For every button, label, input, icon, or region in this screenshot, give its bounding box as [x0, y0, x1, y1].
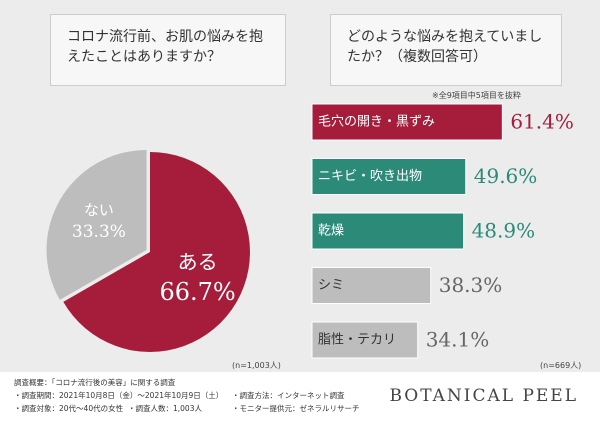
bar-label: シミ — [318, 278, 344, 293]
chart: ある 66.7% ない 33.3% 毛穴の開き・黒ずみ 61.4% ニキビ・吹き出物 49.6… — [46, 103, 574, 359]
footer-item: ・調査対象：20代～40代の女性 — [14, 404, 124, 413]
question: どのような悩みを抱えていましたか？（複数回答可） — [330, 14, 562, 86]
value-label: 48.9% — [472, 219, 536, 243]
pie-slice — [63, 152, 250, 352]
footer-item: ・調査人数：1,003人 — [128, 404, 202, 413]
bar-label: ニキビ・吹き出物 — [318, 169, 422, 184]
slice-label: ない — [84, 201, 114, 219]
footer-heading: 調査概要：「コロナ流行後の美容」に関する調査 — [14, 378, 176, 387]
value-label: 61.4% — [510, 110, 574, 134]
value-label: 38.3% — [439, 273, 503, 297]
bar-label: 脂性・テカリ — [318, 333, 396, 348]
value-label: 49.6% — [474, 164, 538, 188]
footer-item: ・調査期間：2021年10月8日（金）～2021年10月9日（土） — [14, 391, 224, 400]
value-label: 34.1% — [426, 328, 490, 352]
subtitle: ※全9項目中5項目を抜粋 — [432, 91, 521, 100]
question: コロナ流行前、お肌の悩みを抱えたことはありますか？ — [50, 14, 286, 86]
footer-item: ・モニター提供元：ゼネラルリサーチ — [232, 404, 360, 413]
note: (n=1,003人) — [232, 361, 281, 370]
pie-slice — [46, 149, 147, 300]
slice-label: ある — [178, 250, 218, 274]
bar — [311, 212, 465, 250]
bar — [311, 321, 419, 359]
value-label: 33.3% — [72, 222, 126, 242]
footer: 調査概要：「コロナ流行後の美容」に関する調査 ・調査期間：2021年10月8日（… — [0, 372, 600, 421]
bar-label: 毛穴の開き・黒ずみ — [318, 115, 435, 130]
bar — [311, 103, 503, 141]
bar — [311, 267, 432, 304]
bar-label: 乾燥 — [318, 224, 344, 239]
value-label: 66.7% — [159, 278, 235, 306]
footer-item: ・調査方法：インターネット調査 — [232, 391, 345, 400]
brand: BOTANICAL PEEL — [389, 386, 578, 406]
bar — [311, 158, 467, 195]
note: (n=669人) — [540, 361, 582, 370]
